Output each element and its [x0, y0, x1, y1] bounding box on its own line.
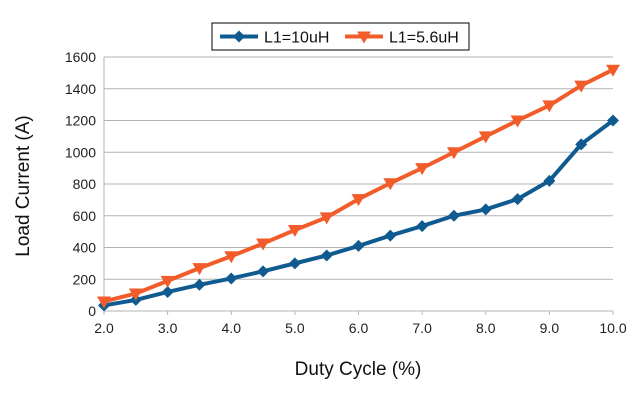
x-tick-label: 8.0	[476, 320, 496, 336]
data-point	[160, 275, 175, 288]
data-point	[607, 114, 619, 127]
x-tick-label: 3.0	[158, 320, 178, 336]
y-tick-label: 0	[88, 303, 96, 319]
legend-marker	[357, 31, 371, 44]
legend-label: L1=10uH	[264, 30, 329, 47]
y-tick-label: 200	[73, 271, 97, 287]
data-point	[225, 272, 238, 285]
data-point	[446, 147, 461, 160]
data-point	[161, 285, 174, 298]
legend-label: L1=5.6uH	[389, 30, 459, 47]
series-lines	[103, 67, 615, 308]
legend: L1=10uH L1=5.6uH	[211, 22, 470, 51]
data-point	[257, 265, 270, 278]
data-point	[606, 64, 620, 77]
y-tick-label: 1600	[65, 49, 96, 65]
data-point	[128, 288, 143, 301]
y-tick-label: 1000	[65, 144, 96, 160]
x-tick-label: 10.0	[599, 320, 626, 336]
data-point	[415, 163, 430, 176]
data-point	[256, 238, 271, 251]
y-tick-label: 600	[73, 208, 97, 224]
legend-marker	[233, 30, 245, 43]
data-point	[478, 131, 493, 144]
data-point	[383, 178, 398, 191]
data-point	[192, 263, 207, 276]
data-point	[97, 296, 111, 309]
data-point	[447, 209, 460, 222]
series-line-1	[103, 67, 614, 304]
data-point	[542, 100, 557, 113]
data-point	[479, 203, 492, 216]
data-point	[287, 225, 302, 238]
y-tick-labels: 0 200 400 600 800 1000 1200 1400 1600	[65, 49, 96, 319]
data-point	[288, 257, 301, 270]
data-point	[352, 239, 365, 252]
y-tick-label: 400	[73, 240, 97, 256]
data-point	[575, 138, 588, 151]
data-point	[319, 212, 334, 225]
y-axis-title: Load Current (A)	[13, 115, 34, 257]
data-point	[511, 193, 524, 206]
series-markers	[97, 64, 620, 312]
data-point	[574, 80, 589, 93]
data-point	[510, 115, 525, 128]
data-point	[351, 194, 366, 207]
x-tick-labels: 2.0 3.0 4.0 5.0 6.0 7.0 8.0 9.0 10.0	[94, 320, 627, 336]
data-point	[224, 251, 239, 264]
data-point	[416, 220, 429, 233]
x-tick-label: 9.0	[540, 320, 560, 336]
y-tick-label: 1200	[65, 113, 96, 129]
y-tick-label: 800	[73, 176, 97, 192]
axes	[103, 57, 614, 315]
data-point	[193, 278, 206, 291]
x-tick-label: 4.0	[222, 320, 242, 336]
x-tick-label: 7.0	[412, 320, 432, 336]
y-tick-label: 1400	[65, 81, 96, 97]
gridlines	[104, 56, 613, 312]
x-tick-label: 5.0	[285, 320, 305, 336]
data-point	[384, 229, 397, 242]
data-point	[320, 249, 333, 262]
x-tick-label: 2.0	[94, 320, 114, 336]
x-tick-label: 6.0	[349, 320, 369, 336]
data-point	[543, 174, 556, 187]
x-axis-title: Duty Cycle (%)	[295, 359, 422, 380]
